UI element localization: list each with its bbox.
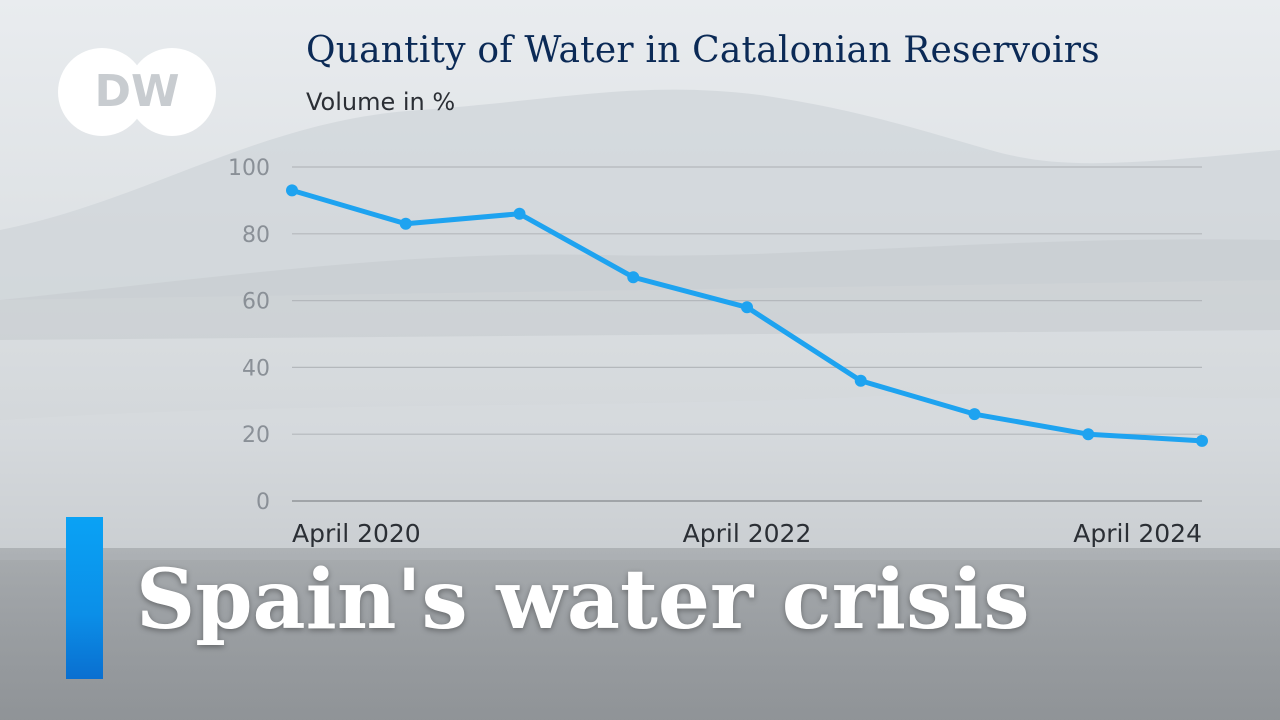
grid-lines — [292, 166, 1202, 502]
data-point — [513, 207, 526, 220]
y-tick-label: 0 — [256, 490, 270, 515]
y-tick-label: 40 — [242, 356, 270, 381]
x-tick-label: April 2020 — [292, 519, 421, 548]
data-point — [1196, 434, 1208, 447]
dw-logo: DW — [58, 48, 216, 136]
data-point — [286, 184, 298, 197]
headline-banner — [0, 548, 1280, 720]
data-point — [627, 271, 640, 284]
logo-text: DW — [94, 66, 179, 117]
headline-text: Spain's water crisis — [136, 552, 1030, 648]
chart-subtitle: Volume in % — [306, 88, 456, 116]
x-tick-label: April 2024 — [1073, 519, 1202, 548]
y-tick-label: 100 — [228, 156, 270, 181]
y-tick-label: 20 — [242, 423, 270, 448]
x-axis-ticks: April 2020 April 2022 April 2024 — [292, 519, 1202, 548]
series-layer — [286, 184, 1208, 447]
series-line — [289, 187, 1205, 444]
data-point — [854, 374, 867, 387]
data-point — [399, 217, 412, 230]
y-axis-ticks: 0 20 40 60 80 100 — [228, 156, 270, 515]
data-point — [1082, 428, 1095, 441]
x-tick-label: April 2022 — [683, 519, 812, 548]
data-point — [741, 301, 753, 314]
y-tick-label: 80 — [242, 223, 270, 248]
accent-bar — [66, 517, 103, 679]
chart-title: Quantity of Water in Catalonian Reservoi… — [306, 30, 1100, 71]
y-tick-label: 60 — [242, 290, 270, 315]
data-point — [968, 408, 981, 421]
